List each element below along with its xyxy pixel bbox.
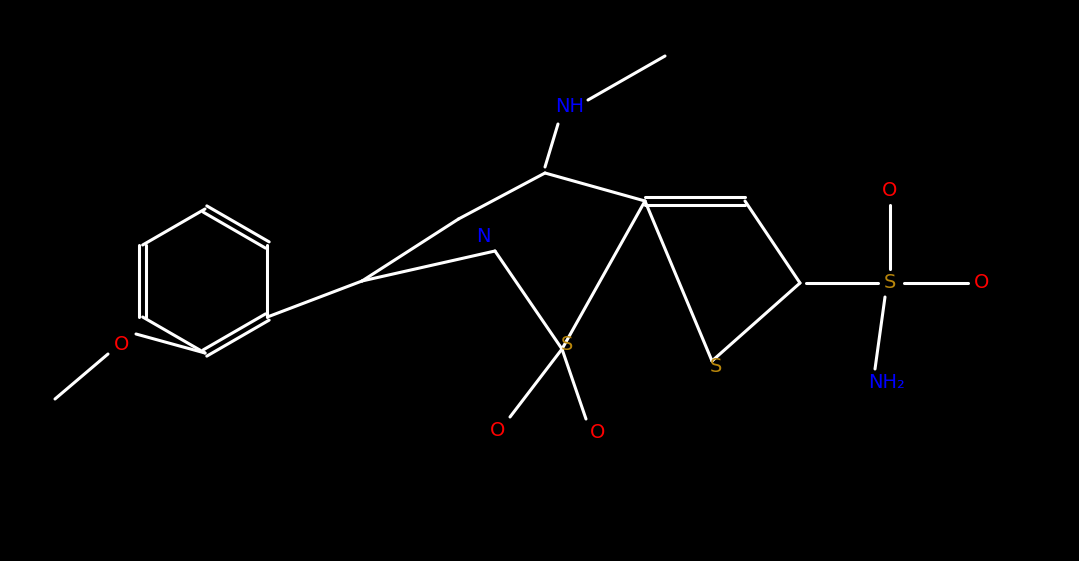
Text: S: S <box>561 334 573 353</box>
Text: O: O <box>490 421 506 440</box>
Text: O: O <box>883 182 898 200</box>
Text: O: O <box>590 424 605 443</box>
Text: S: S <box>884 274 897 292</box>
Text: S: S <box>710 357 722 376</box>
Text: O: O <box>114 334 129 353</box>
Text: N: N <box>476 227 490 246</box>
Text: NH: NH <box>556 96 585 116</box>
Text: O: O <box>974 274 989 292</box>
Text: NH₂: NH₂ <box>869 374 905 393</box>
